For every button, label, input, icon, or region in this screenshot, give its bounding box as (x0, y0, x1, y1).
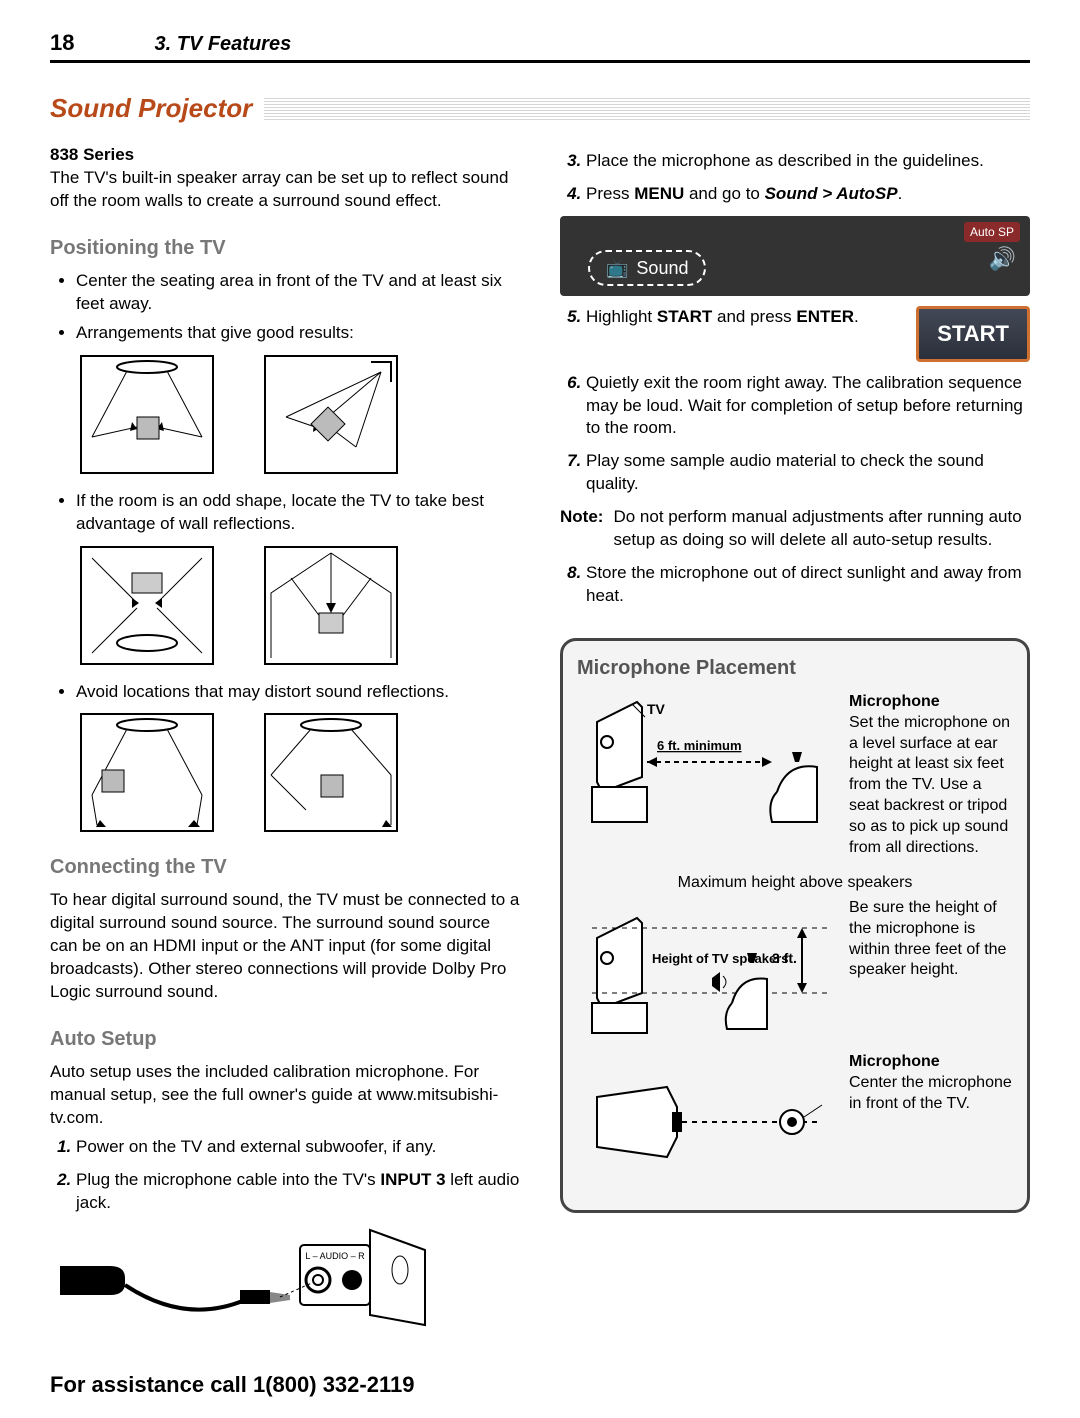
svg-text:L – AUDIO – R: L – AUDIO – R (305, 1251, 365, 1261)
cable-diagram: L – AUDIO – R (50, 1225, 430, 1335)
positioning-bullet-4: Avoid locations that may distort sound r… (76, 681, 520, 704)
auto-head: Auto Setup (50, 1026, 520, 1053)
connecting-body: To hear digital surround sound, the TV m… (50, 889, 520, 1004)
svg-text:3 ft.: 3 ft. (772, 950, 797, 966)
speaker-icon: 🔊 (989, 244, 1016, 274)
positioning-head: Positioning the TV (50, 235, 520, 262)
diagram-row-avoid (80, 713, 520, 832)
max-height-label: Maximum height above speakers (577, 872, 1013, 894)
positioning-bullet-3: If the room is an odd shape, locate the … (76, 490, 520, 536)
note-body: Do not perform manual adjustments after … (613, 506, 1030, 552)
step-8: Store the microphone out of direct sunli… (586, 562, 1030, 608)
mic-body-3: Center the microphone in front of the TV… (849, 1073, 1013, 1115)
room-diagram-good-1 (80, 355, 214, 474)
mic-sec-1: TV 6 ft. minimum Microphone (577, 692, 1013, 858)
mic-body-1: Set the microphone on a level surface at… (849, 713, 1013, 859)
sound-pill: 📺 Sound (588, 250, 706, 286)
auto-body: Auto setup uses the included calibration… (50, 1061, 520, 1130)
chapter-title: 3. TV Features (154, 33, 291, 56)
right-column: Place the microphone as described in the… (560, 144, 1030, 1342)
diagram-row-odd (80, 546, 520, 665)
section-title: Sound Projector (50, 93, 252, 124)
page-header: 18 3. TV Features (50, 30, 1030, 63)
start-button: START (916, 306, 1030, 362)
diagram-row-good (80, 355, 520, 474)
section-rule (264, 98, 1030, 120)
positioning-bullet-2: Arrangements that give good results: (76, 322, 520, 345)
page-number: 18 (50, 30, 74, 56)
positioning-bullet-1: Center the seating area in front of the … (76, 270, 520, 316)
auto-step-2: Plug the microphone cable into the TV's … (76, 1169, 520, 1215)
mic-body-2: Be sure the height of the microphone is … (849, 898, 1013, 981)
series-head: 838 Series (50, 145, 134, 164)
mic-placement-box: Microphone Placement TV 6 ft. minimum (560, 638, 1030, 1213)
room-diagram-odd-2 (264, 546, 398, 665)
sound-icon: 📺 (606, 256, 628, 280)
mic-head-3: Microphone (849, 1052, 1013, 1073)
room-diagram-good-2 (264, 355, 398, 474)
series-body: The TV's built-in speaker array can be s… (50, 168, 508, 210)
step-5: START Highlight START and press ENTER. (586, 306, 1030, 362)
menu-screenshot: Auto SP 🔊 📺 Sound (560, 216, 1030, 296)
svg-text:TV: TV (647, 701, 666, 717)
mic-sec-3: Microphone Center the microphone in fron… (577, 1052, 1013, 1192)
step-4: Press MENU and go to Sound > AutoSP. (586, 183, 1030, 206)
note-row: Note: Do not perform manual adjustments … (560, 506, 1030, 552)
svg-text:6 ft. minimum: 6 ft. minimum (657, 738, 742, 753)
step-6: Quietly exit the room right away. The ca… (586, 372, 1030, 441)
sound-pill-label: Sound (636, 256, 688, 280)
room-diagram-avoid-1 (80, 713, 214, 832)
svg-text:Height of TV speakers: Height of TV speakers (652, 951, 789, 966)
auto-step-1: Power on the TV and external subwoofer, … (76, 1136, 520, 1159)
mic-sec-2: Height of TV speakers 3 ft. (577, 898, 1013, 1038)
footer-assistance: For assistance call 1(800) 332-2119 (50, 1372, 1030, 1398)
note-label: Note: (560, 506, 603, 552)
mic-placement-title: Microphone Placement (577, 655, 1013, 682)
section-title-row: Sound Projector (50, 93, 1030, 124)
room-diagram-avoid-2 (264, 713, 398, 832)
room-diagram-odd-1 (80, 546, 214, 665)
connecting-head: Connecting the TV (50, 854, 520, 881)
left-column: 838 Series The TV's built-in speaker arr… (50, 144, 520, 1342)
step-3: Place the microphone as described in the… (586, 150, 1030, 173)
mic-head-1: Microphone (849, 692, 1013, 713)
step-7: Play some sample audio material to check… (586, 450, 1030, 496)
autosp-badge: Auto SP (964, 222, 1020, 242)
